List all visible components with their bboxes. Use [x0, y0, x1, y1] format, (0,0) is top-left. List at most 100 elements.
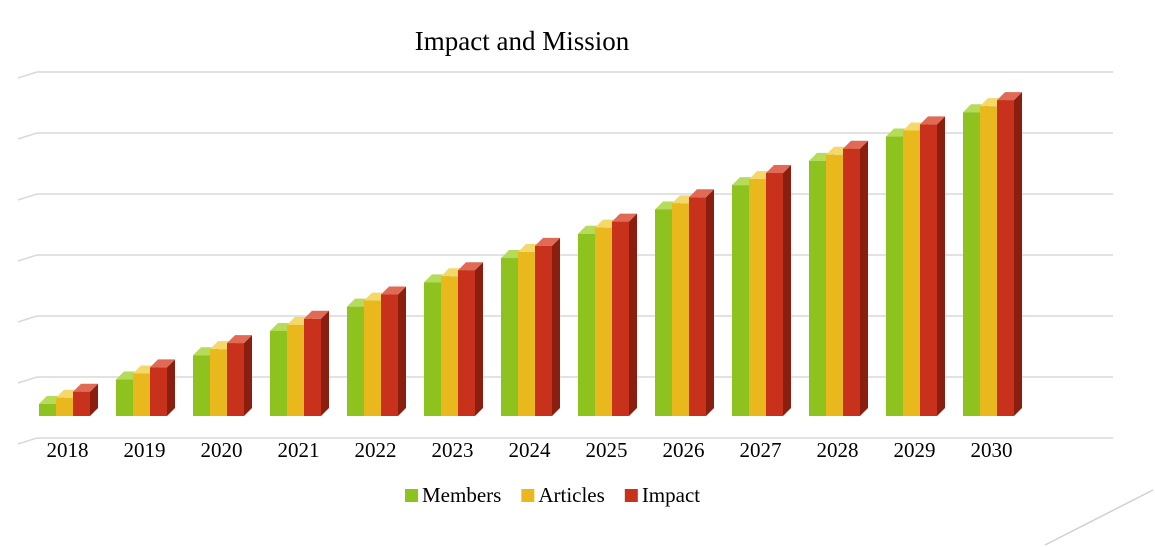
- x-tick-label: 2020: [201, 438, 243, 462]
- bar-impact-2024: [535, 237, 560, 416]
- gridline-perspective: [17, 71, 38, 79]
- bar-impact-2029: [920, 116, 945, 417]
- bar-front: [133, 373, 150, 416]
- bar-front: [903, 130, 920, 416]
- bar-side: [475, 262, 483, 416]
- bar-front: [655, 209, 672, 416]
- bar-impact-2021: [304, 310, 329, 416]
- bar-top: [997, 92, 1022, 101]
- gridline-perspective: [17, 437, 38, 445]
- bar-front: [458, 270, 475, 416]
- gridline-perspective: [17, 132, 38, 140]
- bar-top: [535, 237, 560, 246]
- bar-side: [321, 310, 329, 416]
- bar-front: [73, 391, 90, 416]
- bar-top: [920, 116, 945, 125]
- bar-front: [886, 136, 903, 417]
- bar-front: [56, 397, 73, 416]
- legend-label: Members: [422, 483, 501, 507]
- x-tick-label: 2027: [740, 438, 782, 462]
- bar-top: [843, 140, 868, 149]
- x-tick-label: 2025: [586, 438, 628, 462]
- legend-swatch: [521, 489, 535, 502]
- x-tick-label: 2029: [894, 438, 936, 462]
- bar-front: [347, 306, 364, 416]
- x-tick-label: 2021: [278, 438, 320, 462]
- bar-front: [364, 300, 381, 416]
- bar-impact-2020: [227, 335, 252, 416]
- bar-front: [210, 349, 227, 416]
- bar-side: [90, 383, 98, 416]
- bar-front: [39, 403, 56, 416]
- bar-front: [749, 179, 766, 416]
- bar-side: [783, 165, 791, 416]
- bar-top: [689, 189, 714, 198]
- chart-title: Impact and Mission: [415, 26, 630, 56]
- corner-decoration-line: [1044, 489, 1154, 546]
- legend-item-articles: Articles: [521, 483, 605, 507]
- bar-front: [997, 100, 1014, 416]
- bar-front: [612, 221, 629, 416]
- bar-impact-2023: [458, 262, 483, 416]
- x-tick-label: 2030: [971, 438, 1013, 462]
- bar-front: [826, 154, 843, 416]
- bar-top: [227, 335, 252, 344]
- bar-side: [860, 140, 868, 416]
- gridlines: [17, 71, 1113, 445]
- legend-item-members: Members: [405, 483, 501, 507]
- bar-front: [578, 233, 595, 416]
- bar-front: [535, 245, 552, 416]
- x-tick-label: 2019: [124, 438, 166, 462]
- bar-front: [518, 251, 535, 416]
- x-tick-label: 2023: [432, 438, 474, 462]
- bar-front: [963, 112, 980, 416]
- bar-front: [920, 124, 937, 417]
- bar-front: [843, 148, 860, 416]
- bar-front: [809, 160, 826, 416]
- bar-front: [980, 106, 997, 417]
- bar-front: [732, 185, 749, 416]
- bar-top: [612, 213, 637, 222]
- bar-front: [227, 343, 244, 416]
- bar-side: [706, 189, 714, 416]
- x-tick-label: 2028: [817, 438, 859, 462]
- bar-front: [304, 318, 321, 416]
- bars: [39, 92, 1022, 417]
- legend-label: Articles: [538, 483, 604, 507]
- bar-front: [672, 203, 689, 416]
- legend-item-impact: Impact: [624, 483, 700, 507]
- x-tick-label: 2018: [47, 438, 89, 462]
- x-tick-label: 2022: [355, 438, 397, 462]
- bar-side: [167, 359, 175, 416]
- bar-impact-2028: [843, 140, 868, 416]
- bar-front: [424, 282, 441, 416]
- bar-front: [501, 258, 518, 416]
- bar-top: [381, 286, 406, 295]
- bar-top: [766, 165, 791, 173]
- bar-side: [1014, 92, 1022, 416]
- bar-front: [270, 330, 287, 416]
- bar-front: [150, 367, 167, 416]
- gridline-perspective: [17, 315, 38, 323]
- bar-impact-2025: [612, 213, 637, 416]
- bar-impact-2027: [766, 165, 791, 416]
- bar-front: [689, 197, 706, 416]
- bar-impact-2018: [73, 383, 98, 416]
- bar-impact-2019: [150, 359, 175, 416]
- bar-top: [304, 310, 329, 319]
- legend-label: Impact: [642, 483, 700, 507]
- gridline-perspective: [17, 376, 38, 384]
- bar-impact-2030: [997, 92, 1022, 416]
- bar-top: [458, 262, 483, 271]
- bar-front: [287, 324, 304, 416]
- gridline-perspective: [17, 254, 38, 262]
- legend-swatch: [624, 489, 638, 502]
- bar-side: [552, 237, 560, 416]
- bar-front: [381, 294, 398, 416]
- x-tick-label: 2024: [509, 438, 552, 462]
- bar-side: [244, 335, 252, 416]
- bar-front: [193, 355, 210, 416]
- bar-top: [73, 383, 98, 392]
- bar-impact-2022: [381, 286, 406, 416]
